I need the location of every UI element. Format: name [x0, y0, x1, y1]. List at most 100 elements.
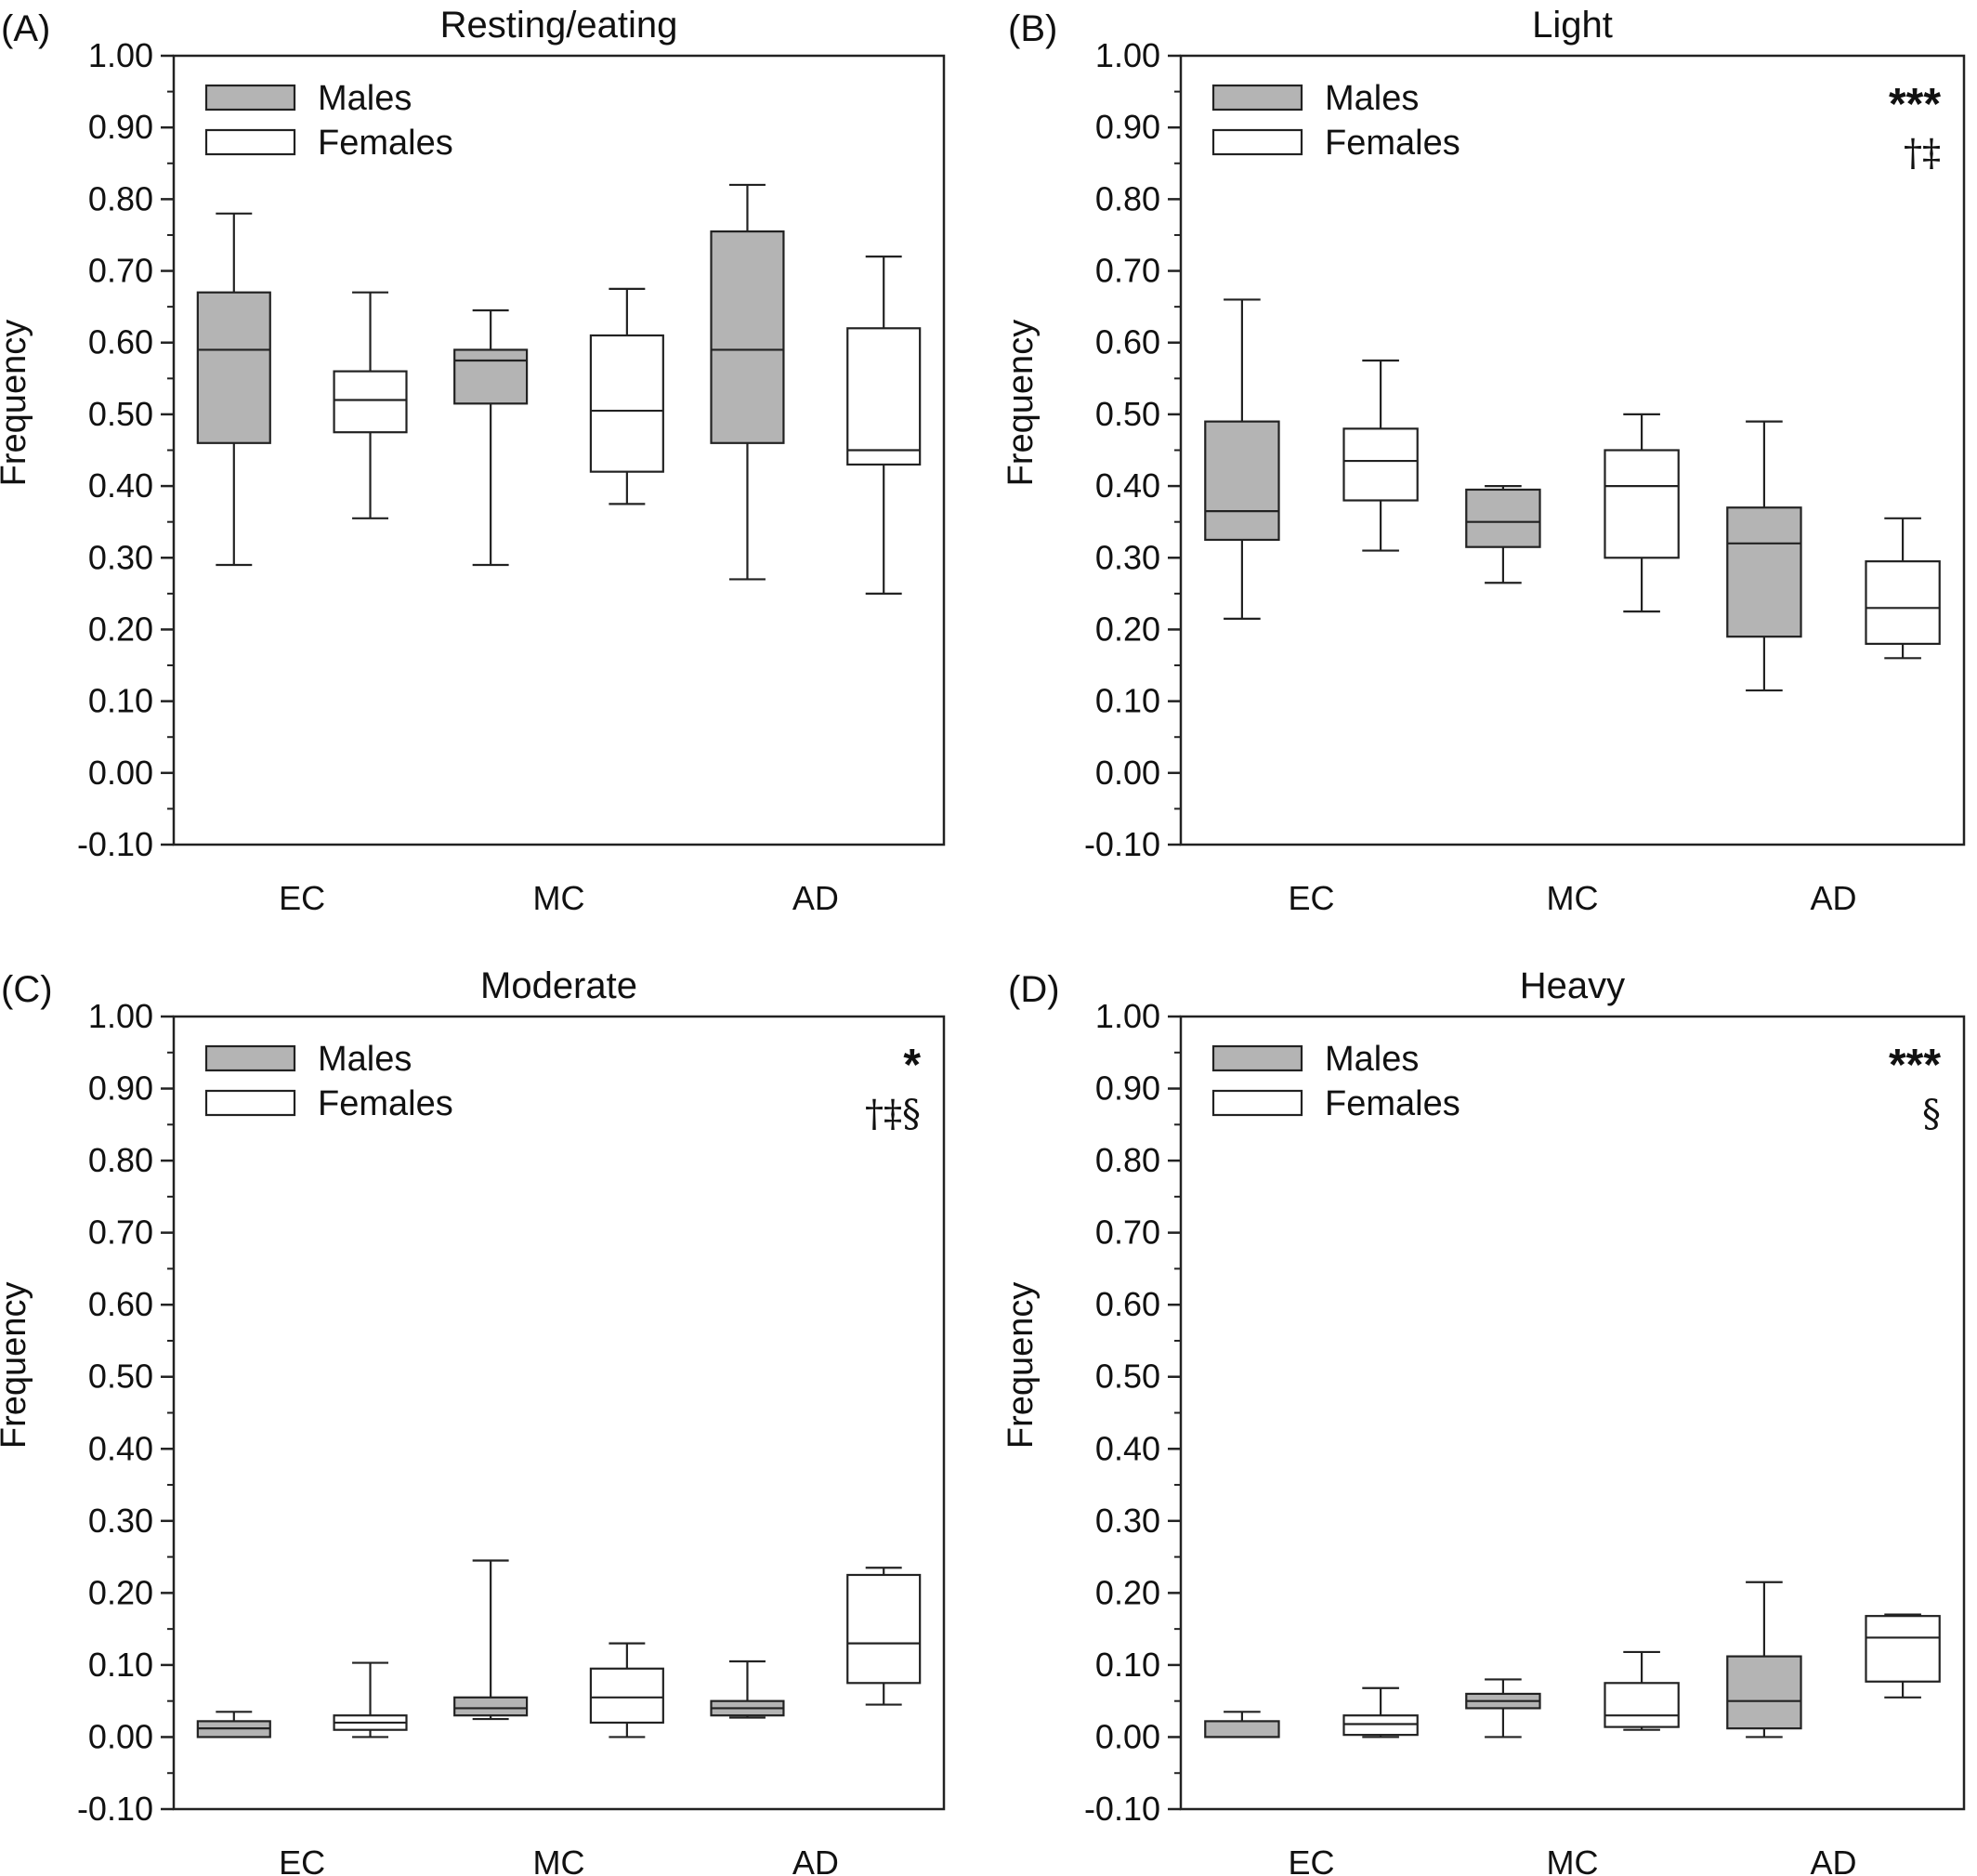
iqr-box [333, 370, 408, 434]
box-females-ad [1865, 1613, 1941, 1699]
plot-frame [1179, 1015, 1966, 1811]
y-tick-label: -0.10 [77, 825, 153, 863]
x-tick-label: EC [1288, 1843, 1334, 1876]
y-tick-label: 1.00 [88, 36, 153, 74]
x-tick-label: EC [279, 879, 325, 917]
y-tick-label: 0.50 [88, 1358, 153, 1396]
x-tick-label: MC [1547, 879, 1599, 917]
box-females-mc [1604, 413, 1680, 613]
panel-letter: (C) [1, 969, 53, 1010]
legend-label-males: Males [318, 1040, 412, 1079]
y-tick-label: 0.90 [88, 108, 153, 146]
legend-swatch-males [204, 84, 296, 112]
x-tick-label: AD [792, 1843, 839, 1876]
y-tick-label: 0.80 [88, 179, 153, 217]
significance-marker: *** [1889, 80, 1941, 129]
iqr-box [1604, 1682, 1680, 1728]
y-tick-label: 0.40 [88, 1429, 153, 1467]
iqr-box [453, 1696, 529, 1717]
panel-title: Resting/eating [440, 5, 678, 46]
y-tick-label: 0.70 [1095, 1213, 1160, 1252]
legend-label-females: Females [1325, 1084, 1460, 1123]
legend-swatch-females [1211, 128, 1303, 156]
box-females-ec [333, 291, 408, 519]
chart-panel-a: -0.10 0.00 0.10 0.20 0.30 0.40 0.50 0.60 0.70 0.8… [0, 5, 946, 917]
y-tick-label: 0.10 [1095, 682, 1160, 720]
y-tick-label: 0.40 [1095, 1429, 1160, 1467]
iqr-box [589, 334, 664, 473]
panel-letter: (B) [1008, 8, 1057, 49]
y-axis-title: Frequency [0, 1282, 33, 1450]
legend-swatch-males [1211, 1044, 1303, 1072]
iqr-box [589, 1667, 664, 1725]
y-tick-label: 0.20 [88, 1573, 153, 1611]
y-tick-label: 0.10 [88, 682, 153, 720]
iqr-box [710, 230, 785, 444]
iqr-box [1726, 1655, 1802, 1730]
y-tick-label: 0.30 [88, 538, 153, 576]
y-tick-label: 0.40 [88, 466, 153, 505]
box-males-ad [710, 1660, 785, 1719]
iqr-box [846, 1573, 922, 1685]
x-tick-label: MC [533, 1843, 585, 1876]
y-tick-label: 0.70 [1095, 252, 1160, 290]
significance-subscript: †‡§ [865, 1093, 921, 1135]
box-males-ec [196, 212, 271, 567]
y-tick-label: 0.80 [88, 1141, 153, 1179]
legend-swatch-females [1211, 1089, 1303, 1117]
y-tick-label: 0.10 [88, 1646, 153, 1684]
y-tick-label: 0.90 [1095, 108, 1160, 146]
y-tick-label: 1.00 [88, 997, 153, 1035]
box-females-ec [1342, 1686, 1419, 1738]
x-tick-label: MC [1547, 1843, 1599, 1876]
y-tick-label: -0.10 [77, 1790, 153, 1828]
y-tick-label: 0.60 [1095, 323, 1160, 361]
y-tick-label: 0.70 [88, 252, 153, 290]
box-females-ec [1342, 359, 1419, 552]
y-tick-label: 0.20 [1095, 1573, 1160, 1611]
iqr-box [1865, 1615, 1941, 1683]
box-females-ec [333, 1661, 408, 1738]
legend: Males Females [1211, 1040, 1460, 1123]
iqr-box [846, 327, 922, 466]
iqr-box [453, 348, 529, 405]
plot-frame [172, 1015, 946, 1811]
y-tick-label: 0.00 [1095, 1717, 1160, 1755]
y-tick-label: 0.20 [88, 610, 153, 648]
y-tick-label: 1.00 [1095, 997, 1160, 1035]
plot-frame [1179, 54, 1966, 846]
panel-letter: (D) [1008, 969, 1060, 1010]
x-tick-label: EC [1288, 879, 1334, 917]
box-females-mc [1604, 1650, 1680, 1731]
chart-panel-c: -0.10 0.00 0.10 0.20 0.30 0.40 0.50 0.60 0.70 0.8… [0, 965, 946, 1876]
legend: Males Females [1211, 79, 1460, 163]
box-males-ad [710, 183, 785, 581]
legend-label-males: Males [1325, 1040, 1419, 1079]
plot-frame [172, 54, 946, 846]
box-females-mc [589, 287, 664, 505]
iqr-box [1204, 1720, 1280, 1738]
legend-label-males: Males [318, 79, 412, 118]
legend: Males Females [204, 79, 453, 163]
legend-swatch-males [1211, 84, 1303, 112]
box-males-ec [1204, 298, 1280, 620]
legend-swatch-females [204, 1089, 296, 1117]
panel-title: Heavy [1520, 965, 1625, 1006]
y-tick-label: 0.90 [88, 1069, 153, 1108]
legend-label-females: Females [318, 1084, 453, 1123]
y-tick-label: 0.00 [88, 1717, 153, 1755]
y-tick-label: 0.80 [1095, 179, 1160, 217]
y-tick-label: 1.00 [1095, 36, 1160, 74]
y-axis-title: Frequency [0, 320, 33, 487]
legend-label-females: Females [318, 124, 453, 163]
x-tick-label: MC [533, 879, 585, 917]
y-axis-title: Frequency [1002, 320, 1041, 487]
legend: Males Females [204, 1040, 453, 1123]
y-tick-label: -0.10 [1084, 1790, 1160, 1828]
iqr-box [1465, 488, 1541, 548]
x-tick-label: AD [792, 879, 839, 917]
y-tick-label: 0.60 [1095, 1285, 1160, 1323]
y-tick-label: 0.10 [1095, 1646, 1160, 1684]
legend-label-males: Males [1325, 79, 1419, 118]
